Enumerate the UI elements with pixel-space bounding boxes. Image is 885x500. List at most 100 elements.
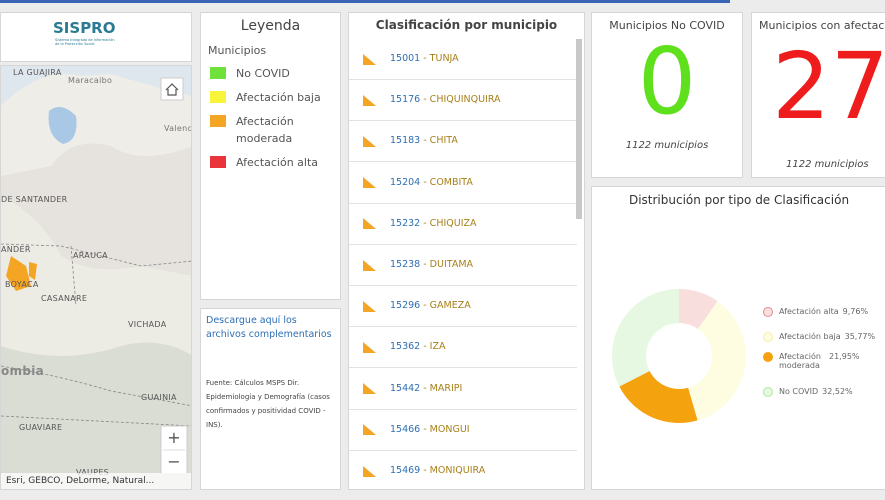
row-code: 15183 bbox=[390, 135, 421, 147]
legend-dot bbox=[763, 387, 773, 397]
value-label: 9,76% bbox=[842, 307, 869, 316]
row-code: 15232 bbox=[390, 217, 421, 229]
scrollbar[interactable] bbox=[576, 39, 582, 219]
legend-entry: Afectación baja 35,77% bbox=[763, 332, 875, 342]
legend-label: Afectación baja bbox=[236, 91, 321, 104]
map-label: GUAINIA bbox=[141, 393, 177, 402]
row-icon bbox=[363, 94, 376, 106]
row-icon bbox=[363, 259, 376, 271]
row-name: - COMBITA bbox=[423, 176, 473, 188]
list-row[interactable]: 15232- CHIQUIZA bbox=[349, 203, 577, 245]
kpi-title: Municipios No COVID bbox=[609, 19, 725, 32]
list-row[interactable]: 15469- MONIQUIRA bbox=[349, 450, 577, 489]
legend-label: Afectación baja bbox=[779, 332, 841, 341]
logo-panel: SISPRO Sistema Integrado de Información … bbox=[0, 12, 192, 62]
legend-label: Afectación alta bbox=[779, 307, 839, 316]
legend-swatch bbox=[210, 67, 226, 79]
row-name: - IZA bbox=[423, 341, 446, 353]
list-panel: Clasificación por municipio 15001- TUNJA… bbox=[348, 12, 585, 490]
map-label: ARAUCA bbox=[73, 251, 108, 260]
map-label: VICHADA bbox=[128, 320, 167, 329]
legend-swatch bbox=[210, 91, 226, 103]
attribution: Esri, GEBCO, DeLorme, Natural... bbox=[1, 473, 191, 489]
legend-item: Afectación baja bbox=[210, 89, 340, 106]
legend-dot bbox=[763, 352, 773, 362]
legend-label: No COVID bbox=[236, 67, 290, 80]
map-label: VAUPES bbox=[76, 468, 109, 477]
map-label: Valenc bbox=[164, 124, 192, 133]
list-row[interactable]: 15362- IZA bbox=[349, 326, 577, 369]
legend-swatch bbox=[210, 115, 226, 127]
kpi-value: 27 bbox=[772, 33, 885, 140]
icon-shape bbox=[363, 94, 376, 106]
zoom-out[interactable]: − bbox=[167, 452, 181, 471]
row-code: 15469 bbox=[390, 465, 421, 476]
top-bar bbox=[0, 0, 730, 3]
icon-shape bbox=[363, 135, 376, 147]
legend-panel: Leyenda Municipios No COVID Afectación ba… bbox=[200, 12, 341, 300]
icon-shape bbox=[363, 341, 376, 353]
map-panel: LA GUAJIRA Maracaibo Valenc DE SANTANDER… bbox=[0, 65, 192, 490]
row-name: - TUNJA bbox=[423, 53, 459, 64]
row-code: 15176 bbox=[390, 94, 421, 106]
legend-label: Afectación alta bbox=[236, 156, 319, 169]
row-name: - MONIQUIRA bbox=[423, 465, 486, 476]
zoom-in[interactable]: + bbox=[167, 428, 181, 447]
list-row[interactable]: 15176- CHIQUINQUIRA bbox=[349, 79, 577, 122]
list-row[interactable]: 15183- CHITA bbox=[349, 120, 577, 163]
legend-items: No COVID Afectación baja Afectación modera… bbox=[201, 65, 340, 171]
legend-entry: Afectación alta 9,76% bbox=[763, 307, 868, 317]
legend-dot bbox=[763, 332, 773, 342]
icon-shape bbox=[363, 218, 376, 230]
legend-label: Afectación moderada bbox=[236, 115, 294, 145]
list-row[interactable]: 15442- MARIPI bbox=[349, 368, 577, 410]
legend-item: Afectación alta bbox=[210, 154, 340, 171]
legend-label: Afectación moderada bbox=[779, 352, 821, 370]
icon-shape bbox=[363, 259, 376, 271]
kpi-title: Municipios con afectación bbox=[759, 19, 885, 32]
legend-item: No COVID bbox=[210, 65, 340, 82]
row-icon bbox=[363, 424, 376, 436]
logo-subtitle: Sistema Integrado de Información de la P… bbox=[55, 38, 115, 46]
chart-panel: Distribución por tipo de Clasificación A… bbox=[591, 186, 885, 490]
row-icon bbox=[363, 53, 376, 65]
list-row[interactable]: 15238- DUITAMA bbox=[349, 244, 577, 286]
row-code: 15296 bbox=[390, 300, 421, 312]
donut-segment bbox=[619, 371, 698, 423]
row-name: - CHITA bbox=[423, 135, 458, 147]
row-name: - MONGUI bbox=[423, 423, 470, 435]
list-row[interactable]: 15204- COMBITA bbox=[349, 162, 577, 204]
map-label: Maracaibo bbox=[68, 76, 113, 85]
downloads-panel: Descargue aquí los archivos complementar… bbox=[200, 308, 341, 490]
kpi-panel: Municipios No COVID 0 1122 municipios bbox=[591, 12, 743, 178]
kpi-caption: 1122 municipios bbox=[786, 159, 869, 170]
list-row[interactable]: 15296- GAMEZA bbox=[349, 285, 577, 328]
list-rows: 15001- TUNJA 15176- CHIQUINQUIRA 15183- CH… bbox=[349, 38, 577, 489]
row-icon bbox=[363, 177, 376, 189]
list-row[interactable]: 15466- MONGUI bbox=[349, 409, 577, 451]
logo: SISPRO bbox=[53, 19, 116, 37]
download-link[interactable]: Descargue aquí los archivos complementar… bbox=[206, 315, 332, 340]
chart-title: Distribución por tipo de Clasificación bbox=[628, 193, 850, 207]
source-note: Fuente: Cálculos MSPS Dir. Epidemiología… bbox=[206, 379, 330, 429]
row-name: - GAMEZA bbox=[423, 300, 471, 312]
legend-swatch bbox=[210, 156, 226, 168]
donut-chart bbox=[612, 289, 746, 423]
legend-dot bbox=[763, 307, 773, 317]
row-code: 15466 bbox=[390, 423, 421, 435]
row-name: - DUITAMA bbox=[423, 259, 474, 270]
legend-title: Leyenda bbox=[240, 18, 301, 34]
legend-item: Afectación moderada bbox=[210, 113, 340, 147]
row-icon bbox=[363, 465, 376, 477]
list-row[interactable]: 15001- TUNJA bbox=[349, 38, 577, 80]
kpi-caption: 1122 municipios bbox=[625, 140, 709, 151]
map-label: DE SANTANDER bbox=[1, 195, 68, 204]
map-label: GUAVIARE bbox=[19, 423, 63, 432]
legend-subtitle: Municipios bbox=[208, 44, 267, 57]
map-label: LA GUAJIRA bbox=[13, 68, 62, 77]
row-name: - CHIQUIZA bbox=[423, 217, 477, 229]
donut-segment bbox=[679, 289, 718, 330]
row-icon bbox=[363, 135, 376, 147]
map bbox=[1, 66, 191, 489]
